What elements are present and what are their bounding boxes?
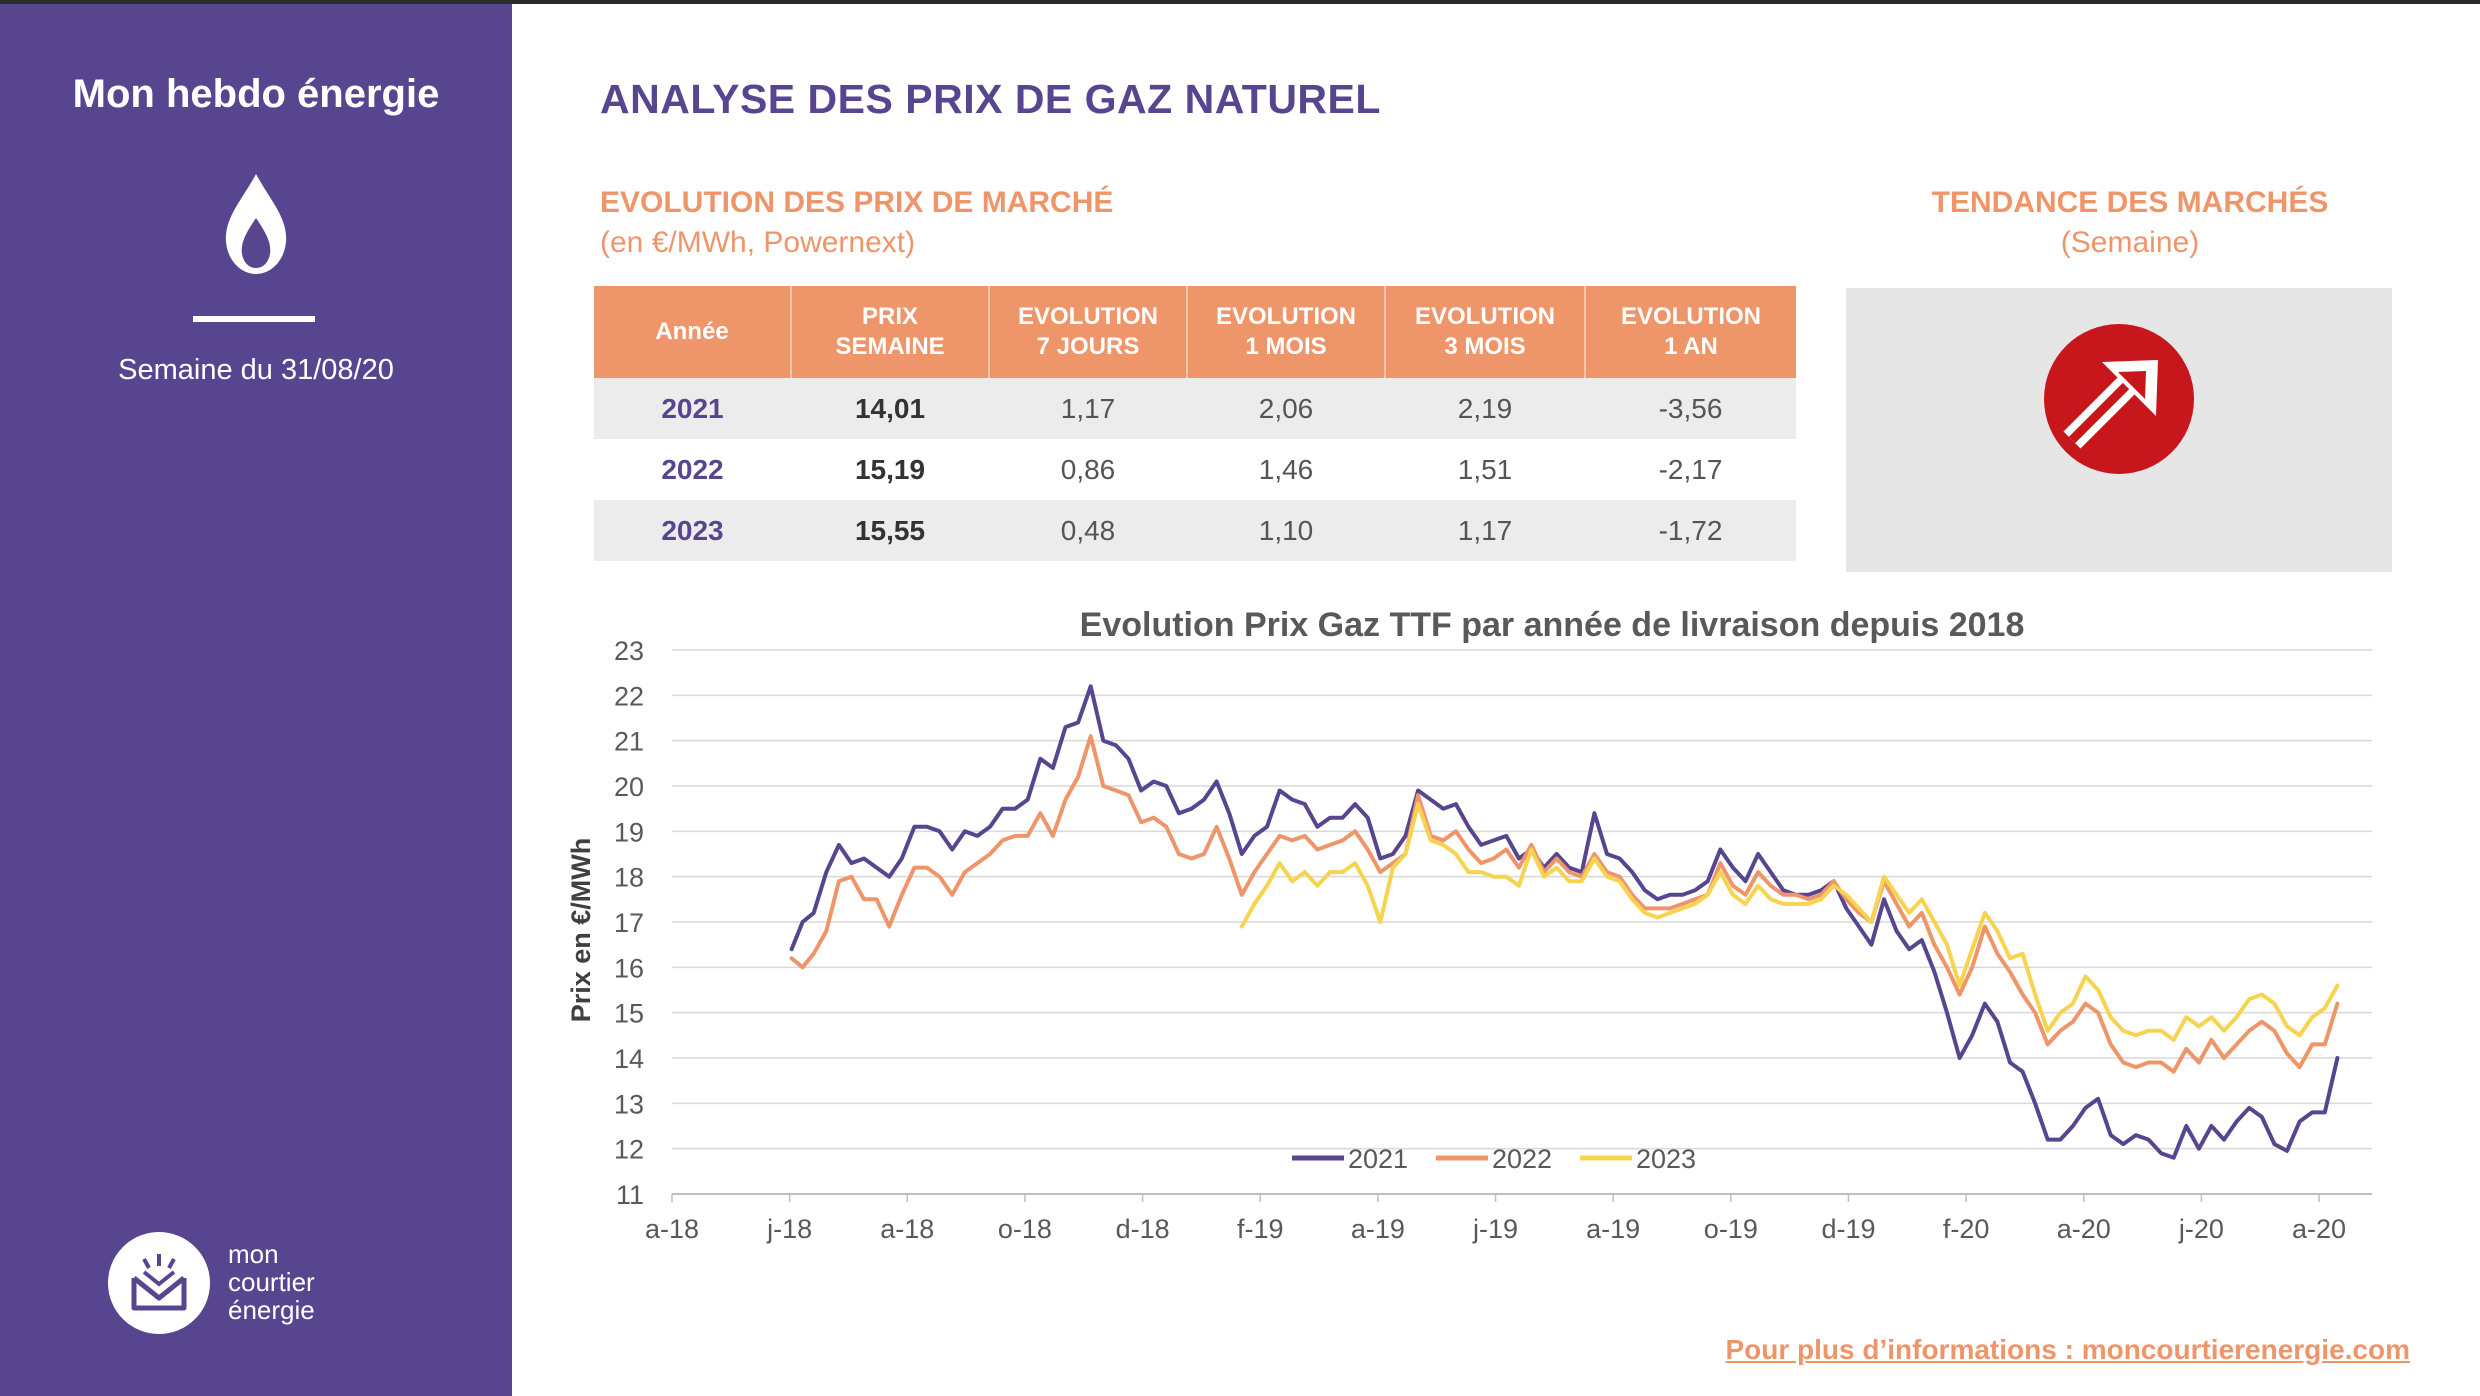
cell-evol-1m: 1,10	[1187, 500, 1385, 561]
trend-title: TENDANCE DES MARCHÉS	[1931, 186, 2329, 219]
y-tick-label: 23	[614, 636, 644, 666]
page-title: ANALYSE DES PRIX DE GAZ NATUREL	[600, 76, 1381, 122]
brand-title: Mon hebdo énergie	[72, 72, 440, 116]
cell-evol-1y: -3,56	[1585, 378, 1796, 439]
legend-label: 2023	[1636, 1144, 1696, 1174]
table-row: 2023 15,55 0,48 1,10 1,17 -1,72	[594, 500, 1796, 561]
table-title: EVOLUTION DES PRIX DE MARCHÉ	[600, 186, 1114, 219]
envelope-icon	[131, 1254, 187, 1311]
cell-evol-7d: 1,17	[989, 378, 1187, 439]
cell-year: 2021	[594, 378, 791, 439]
y-tick-label: 20	[614, 772, 644, 802]
x-tick-label: a-18	[880, 1214, 934, 1244]
price-table: Année PRIX SEMAINE EVOLUTION 7 JOURS EVOLU…	[594, 286, 1796, 561]
y-tick-label: 12	[614, 1135, 644, 1165]
trend-subtitle: (Semaine)	[2060, 226, 2200, 259]
x-tick-label: a-19	[1586, 1214, 1640, 1244]
x-tick-label: a-20	[2292, 1214, 2346, 1244]
logo-line: mon	[228, 1239, 279, 1269]
cell-price: 14,01	[791, 378, 989, 439]
x-tick-label: a-19	[1351, 1214, 1405, 1244]
y-axis-label: Prix en €/MWh	[566, 838, 596, 1023]
cell-price: 15,19	[854, 453, 926, 485]
cell-evol-3m: 1,17	[1385, 500, 1585, 561]
x-tick-label: a-18	[645, 1214, 699, 1244]
header-price: PRIX SEMAINE	[791, 286, 990, 378]
table-row: 2021 14,01 1,17 2,06 2,19 -3,56	[594, 378, 1796, 439]
logo	[108, 1232, 210, 1334]
cell-evol-3m: 1,51	[1457, 453, 1513, 485]
x-tick-label: j-18	[766, 1214, 812, 1244]
y-tick-label: 13	[614, 1089, 644, 1119]
week-label: Semaine du 31/08/20	[118, 354, 394, 386]
legend-label: 2021	[1348, 1144, 1408, 1174]
y-tick-label: 21	[614, 727, 644, 757]
arrow-up-right-icon	[2044, 324, 2194, 474]
x-tick-label: d-18	[1116, 1214, 1170, 1244]
x-tick-label: d-19	[1821, 1214, 1875, 1244]
header-evol-1m: EVOLUTION 1 MOIS	[1187, 286, 1386, 378]
cell-evol-7d: 0,86	[1060, 453, 1116, 485]
x-tick-label: a-20	[2057, 1214, 2111, 1244]
table-header-row: Année PRIX SEMAINE EVOLUTION 7 JOURS EVOLU…	[594, 286, 1796, 378]
y-tick-label: 18	[614, 863, 644, 893]
y-tick-label: 11	[616, 1180, 644, 1210]
table-subtitle: (en €/MWh, Powernext)	[600, 226, 916, 259]
y-tick-label: 19	[614, 817, 644, 847]
chart-title: Evolution Prix Gaz TTF par année de livr…	[1080, 606, 2025, 644]
y-tick-label: 15	[614, 999, 644, 1029]
gas-price-chart: Evolution Prix Gaz TTF par année de livr…	[566, 606, 2372, 1244]
header-evol-1y: EVOLUTION 1 AN	[1585, 286, 1796, 378]
header-year: Année	[594, 286, 792, 378]
table-row: 2022 15,19 0,86 1,46 1,51 -2,17	[594, 439, 1796, 500]
y-tick-label: 14	[614, 1044, 644, 1074]
logo-line: courtier	[228, 1267, 315, 1297]
sidebar-divider	[193, 316, 315, 322]
x-tick-label: j-20	[2178, 1214, 2224, 1244]
header-evol-3m: EVOLUTION 3 MOIS	[1385, 286, 1586, 378]
x-tick-label: j-19	[1472, 1214, 1518, 1244]
legend-label: 2022	[1492, 1144, 1552, 1174]
cell-year: 2022	[661, 453, 724, 485]
sidebar: Mon hebdo énergie Semaine du 31/08/20 mo…	[0, 4, 512, 1396]
cell-evol-1y: -1,72	[1585, 500, 1796, 561]
y-tick-label: 16	[614, 953, 644, 983]
cell-evol-3m: 2,19	[1385, 378, 1585, 439]
cell-evol-7d: 0,48	[989, 500, 1187, 561]
x-tick-label: f-19	[1237, 1214, 1284, 1244]
logo-line: énergie	[228, 1295, 315, 1325]
y-tick-label: 22	[614, 681, 644, 711]
series-line-2021	[789, 684, 2340, 1160]
series-line-2023	[1239, 802, 2340, 1042]
info-link[interactable]: Pour plus d’informations : moncourtieren…	[1725, 1334, 2410, 1365]
logo-text: mon courtier énergie	[228, 1240, 315, 1324]
cell-evol-1y: -2,17	[1658, 453, 1723, 485]
cell-evol-1m: 1,46	[1258, 453, 1314, 485]
top-border	[0, 0, 2480, 4]
cell-year: 2023	[594, 500, 791, 561]
cell-evol-1m: 2,06	[1187, 378, 1385, 439]
header-evol-7d: EVOLUTION 7 JOURS	[989, 286, 1188, 378]
x-tick-label: f-20	[1943, 1214, 1990, 1244]
x-tick-label: o-18	[998, 1214, 1052, 1244]
trend-panel	[1846, 288, 2392, 572]
x-tick-label: o-19	[1704, 1214, 1758, 1244]
flame-icon	[225, 174, 287, 274]
series-line-2022	[789, 734, 2340, 1074]
cell-price: 15,55	[791, 500, 989, 561]
y-tick-label: 17	[614, 908, 644, 938]
